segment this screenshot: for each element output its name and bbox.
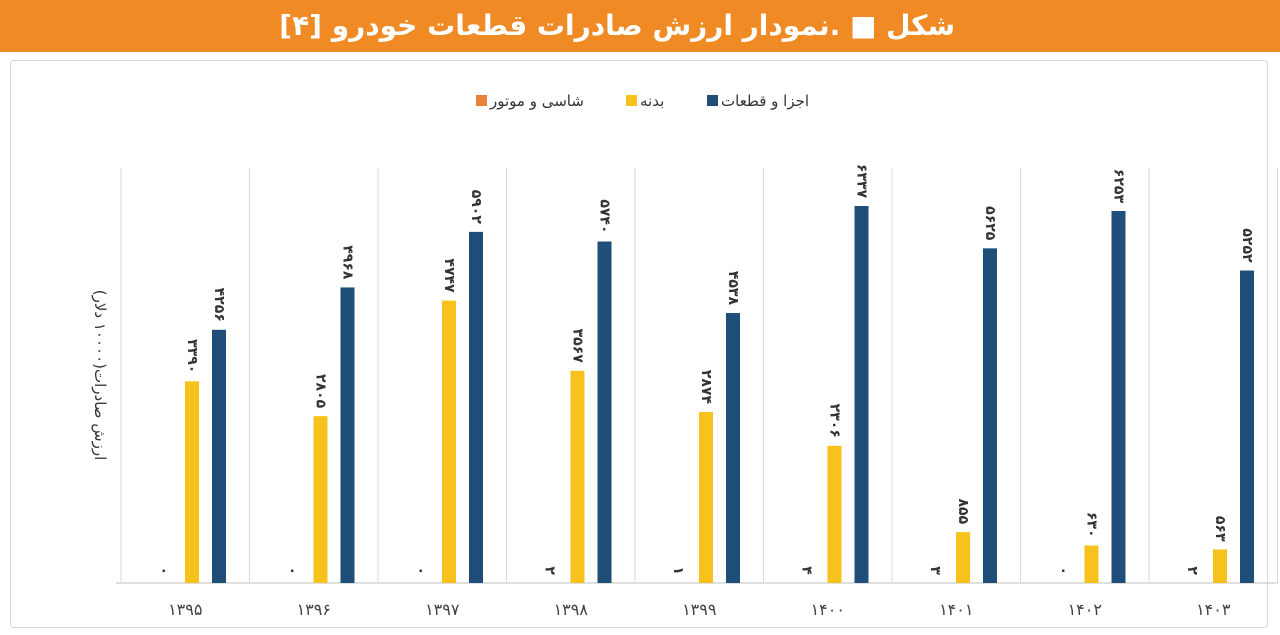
chart-frame <box>10 60 1268 628</box>
bar-series-2 <box>442 300 456 583</box>
data-label: ۴ <box>799 566 815 575</box>
data-label: ۵۷۴۰ <box>597 199 613 233</box>
bar-series-2 <box>1084 545 1099 583</box>
legend-label: اجزا و قطعات <box>721 92 809 110</box>
data-label: ۳۳۹۰ <box>184 339 200 373</box>
data-label: ۵۲۵۲ <box>1239 228 1255 263</box>
data-label: ۲۸۷۴ <box>698 370 714 405</box>
bar-series-2 <box>699 412 713 583</box>
x-tick-label: ۱۴۰۰ <box>811 600 845 619</box>
bar-series-3 <box>212 329 226 583</box>
x-tick-label: ۱۳۹۷ <box>425 600 460 619</box>
bar-series-3 <box>597 241 612 583</box>
data-label: ۵۶۳ <box>1212 516 1228 542</box>
data-label: ۴۵۳۸ <box>725 271 741 306</box>
legend-label: شاسی و موتور <box>489 92 584 110</box>
bar-series-3 <box>726 313 740 583</box>
figure-title: شکل ■ .نمودار ارزش صادرات قطعات خودرو [۴… <box>279 9 955 42</box>
data-label: ۴۲۵۶ <box>211 288 227 322</box>
data-label: ۰ <box>285 566 301 575</box>
x-tick-label: ۱۳۹۶ <box>297 600 331 619</box>
data-label: ۰ <box>156 566 172 575</box>
data-label: ۶۳۳۷ <box>854 164 870 199</box>
legend-label: بدنه <box>640 92 664 110</box>
x-tick-label: ۱۳۹۸ <box>554 600 589 619</box>
data-label: ۰ <box>413 566 429 575</box>
legend-swatch <box>707 95 718 106</box>
data-label: ۲۳۰۶ <box>827 404 843 438</box>
data-label: ۶۲۵۳ <box>1111 169 1127 204</box>
data-label: ۵۹۰۲ <box>468 190 484 225</box>
data-label: ۳ <box>927 566 943 575</box>
data-label: ۶۳۰ <box>1084 512 1100 538</box>
data-label: ۰ <box>1056 566 1072 575</box>
bar-series-3 <box>1111 210 1126 583</box>
data-label: ۲۸۰۵ <box>313 374 329 409</box>
x-tick-label: ۱۳۹۹ <box>682 600 716 619</box>
x-tick-label: ۱۴۰۱ <box>939 600 973 619</box>
data-label: ۱ <box>670 566 686 575</box>
bar-series-3 <box>340 287 355 583</box>
header-bar: شکل ■ .نمودار ارزش صادرات قطعات خودرو [۴… <box>0 0 1280 52</box>
bar-series-2 <box>1213 549 1227 583</box>
legend-swatch <box>476 95 487 106</box>
bar-series-2 <box>570 370 585 583</box>
bar-series-3 <box>1240 270 1254 583</box>
legend-swatch <box>626 95 637 106</box>
x-tick-label: ۱۴۰۲ <box>1068 600 1102 619</box>
bar-series-2 <box>827 445 842 583</box>
x-tick-label: ۱۳۹۵ <box>168 600 202 619</box>
bar-series-3 <box>469 231 483 583</box>
data-label: ۵۶۲۵ <box>982 206 998 241</box>
bar-series-3 <box>854 206 869 583</box>
bar-series-3 <box>983 248 997 583</box>
data-label: ۸۵۵ <box>955 498 971 524</box>
bar-series-2 <box>956 532 970 583</box>
data-label: ۲ <box>1184 566 1200 575</box>
y-axis-label: ارزش صادرات(۱۰۰۰۰ دلار) <box>91 290 109 461</box>
bar-series-2 <box>313 416 328 583</box>
data-label: ۴۷۴۷ <box>441 258 457 293</box>
data-label: ۳۵۶۷ <box>570 329 586 364</box>
x-tick-label: ۱۴۰۳ <box>1196 600 1231 619</box>
data-label: ۲ <box>542 566 558 575</box>
data-label: ۴۹۶۸ <box>340 245 356 280</box>
bar-series-2 <box>185 381 199 583</box>
